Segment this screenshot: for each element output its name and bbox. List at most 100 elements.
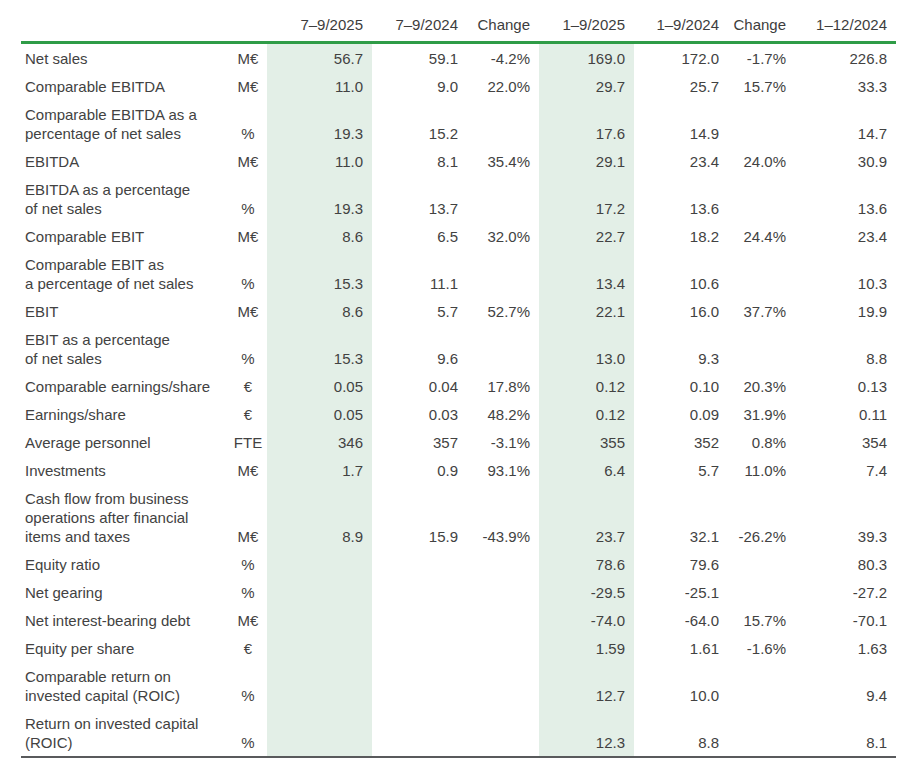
metric-label: Comparable EBIT bbox=[21, 222, 229, 250]
table-row: Return on invested capital (ROIC)%12.38.… bbox=[21, 709, 896, 756]
value-cell: 35.4% bbox=[467, 147, 539, 175]
value-cell bbox=[372, 606, 467, 634]
value-cell: -64.0 bbox=[634, 606, 728, 634]
value-cell: 56.7 bbox=[267, 44, 372, 72]
value-cell: 15.7% bbox=[728, 606, 795, 634]
value-cell: 0.03 bbox=[372, 400, 467, 428]
value-cell: 15.3 bbox=[267, 325, 372, 372]
value-cell: 17.6 bbox=[539, 100, 634, 147]
column-header: 1–9/2024 bbox=[634, 9, 728, 41]
value-cell: 37.7% bbox=[728, 297, 795, 325]
value-cell: 8.1 bbox=[795, 709, 896, 756]
value-cell: 48.2% bbox=[467, 400, 539, 428]
value-cell: -3.1% bbox=[467, 428, 539, 456]
value-cell: 22.1 bbox=[539, 297, 634, 325]
value-cell bbox=[467, 662, 539, 709]
value-cell: 8.1 bbox=[372, 147, 467, 175]
value-cell: 23.7 bbox=[539, 484, 634, 550]
value-cell: 8.8 bbox=[795, 325, 896, 372]
value-cell: 13.6 bbox=[795, 175, 896, 222]
value-cell bbox=[267, 634, 372, 662]
table-header-row: 7–9/20257–9/2024Change1–9/20251–9/2024Ch… bbox=[21, 9, 896, 44]
value-cell bbox=[728, 578, 795, 606]
value-cell: 11.1 bbox=[372, 250, 467, 297]
value-cell bbox=[467, 709, 539, 756]
value-cell: 0.8% bbox=[728, 428, 795, 456]
value-cell: 32.0% bbox=[467, 222, 539, 250]
value-cell: 8.8 bbox=[634, 709, 728, 756]
unit-label: FTE bbox=[229, 428, 267, 456]
unit-label: € bbox=[229, 372, 267, 400]
metric-label: EBITDA as a percentage of net sales bbox=[21, 175, 229, 222]
value-cell bbox=[728, 175, 795, 222]
table-row: Net salesM€56.759.1-4.2%169.0172.0-1.7%2… bbox=[21, 44, 896, 72]
value-cell: 226.8 bbox=[795, 44, 896, 72]
table-row: Comparable EBITDA as a percentage of net… bbox=[21, 100, 896, 147]
value-cell bbox=[467, 100, 539, 147]
column-header-empty bbox=[229, 9, 267, 41]
value-cell: 19.9 bbox=[795, 297, 896, 325]
value-cell: 1.7 bbox=[267, 456, 372, 484]
value-cell: -70.1 bbox=[795, 606, 896, 634]
key-figures-table: 7–9/20257–9/2024Change1–9/20251–9/2024Ch… bbox=[21, 9, 896, 758]
unit-label: M€ bbox=[229, 297, 267, 325]
value-cell bbox=[372, 662, 467, 709]
value-cell: 17.2 bbox=[539, 175, 634, 222]
value-cell: 0.13 bbox=[795, 372, 896, 400]
value-cell: 352 bbox=[634, 428, 728, 456]
value-cell: 8.6 bbox=[267, 297, 372, 325]
table-row: Comparable earnings/share€0.050.0417.8%0… bbox=[21, 372, 896, 400]
metric-label: EBIT as a percentage of net sales bbox=[21, 325, 229, 372]
value-cell: -4.2% bbox=[467, 44, 539, 72]
value-cell bbox=[467, 325, 539, 372]
unit-label: % bbox=[229, 100, 267, 147]
unit-label: % bbox=[229, 578, 267, 606]
value-cell: 24.4% bbox=[728, 222, 795, 250]
value-cell: 19.3 bbox=[267, 100, 372, 147]
value-cell: 10.0 bbox=[634, 662, 728, 709]
value-cell: 12.3 bbox=[539, 709, 634, 756]
value-cell: 15.9 bbox=[372, 484, 467, 550]
value-cell: 14.9 bbox=[634, 100, 728, 147]
column-header: 1–9/2025 bbox=[539, 9, 634, 41]
table-row: Comparable EBITDAM€11.09.022.0%29.725.71… bbox=[21, 72, 896, 100]
unit-label: € bbox=[229, 400, 267, 428]
column-header-empty bbox=[21, 9, 229, 41]
value-cell: -1.7% bbox=[728, 44, 795, 72]
value-cell: 23.4 bbox=[795, 222, 896, 250]
metric-label: Average personnel bbox=[21, 428, 229, 456]
table-row: Average personnelFTE346357-3.1%3553520.8… bbox=[21, 428, 896, 456]
value-cell: 14.7 bbox=[795, 100, 896, 147]
value-cell bbox=[267, 709, 372, 756]
column-header: 7–9/2024 bbox=[372, 9, 467, 41]
value-cell: 24.0% bbox=[728, 147, 795, 175]
value-cell bbox=[267, 578, 372, 606]
metric-label: Net interest-bearing debt bbox=[21, 606, 229, 634]
table-row: EBITDAM€11.08.135.4%29.123.424.0%30.9 bbox=[21, 147, 896, 175]
table-row: Comparable return on invested capital (R… bbox=[21, 662, 896, 709]
value-cell bbox=[467, 175, 539, 222]
table-row: Comparable EBITM€8.66.532.0%22.718.224.4… bbox=[21, 222, 896, 250]
metric-label: Comparable return on invested capital (R… bbox=[21, 662, 229, 709]
value-cell: 9.6 bbox=[372, 325, 467, 372]
unit-label: M€ bbox=[229, 222, 267, 250]
value-cell bbox=[267, 606, 372, 634]
value-cell bbox=[267, 550, 372, 578]
value-cell: 0.09 bbox=[634, 400, 728, 428]
value-cell: 0.10 bbox=[634, 372, 728, 400]
value-cell bbox=[372, 634, 467, 662]
value-cell: 15.2 bbox=[372, 100, 467, 147]
table-row: EBITDA as a percentage of net sales%19.3… bbox=[21, 175, 896, 222]
value-cell bbox=[372, 578, 467, 606]
value-cell: 19.3 bbox=[267, 175, 372, 222]
value-cell: 5.7 bbox=[634, 456, 728, 484]
value-cell: 1.59 bbox=[539, 634, 634, 662]
value-cell: 80.3 bbox=[795, 550, 896, 578]
table-row: EBITM€8.65.752.7%22.116.037.7%19.9 bbox=[21, 297, 896, 325]
value-cell: 11.0 bbox=[267, 72, 372, 100]
value-cell: 16.0 bbox=[634, 297, 728, 325]
value-cell: 8.6 bbox=[267, 222, 372, 250]
value-cell bbox=[728, 325, 795, 372]
value-cell: 5.7 bbox=[372, 297, 467, 325]
value-cell bbox=[728, 709, 795, 756]
